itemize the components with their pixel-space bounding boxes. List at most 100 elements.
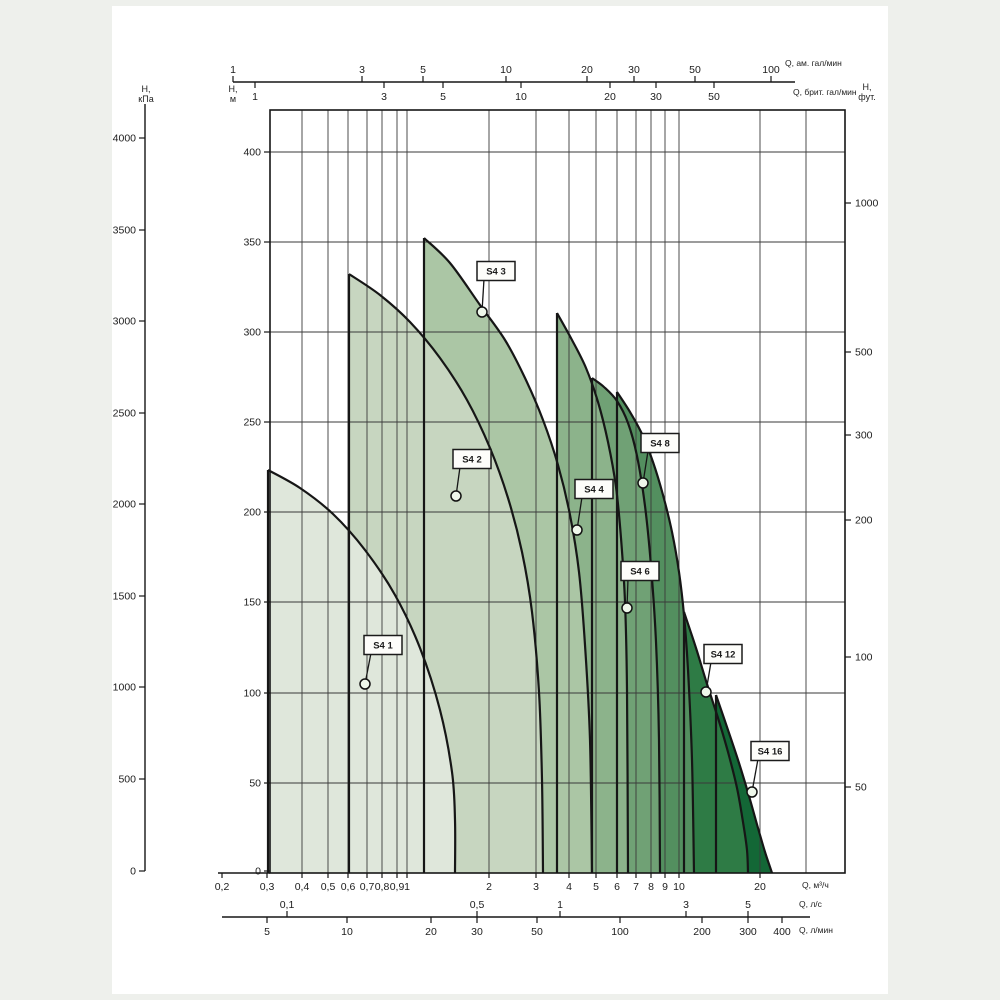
tick-label: 50 (855, 782, 867, 794)
tick-label: 3 (381, 91, 387, 103)
tick-label: 300 (855, 430, 873, 442)
tick-label: 30 (650, 91, 662, 103)
marker-s4-16[interactable] (746, 786, 758, 798)
tick-label: 50 (531, 926, 543, 938)
label-box-s4-16[interactable] (750, 740, 790, 762)
label-box-s4-4[interactable] (574, 478, 614, 500)
label-box-s4-6[interactable] (620, 560, 660, 582)
tick-label: 30 (471, 926, 483, 938)
tick-label: 3 (533, 881, 539, 893)
label-box-s4-2[interactable] (452, 448, 492, 470)
tick-label: 400 (243, 147, 261, 159)
tick-label: 7 (633, 881, 639, 893)
axis-label-head-m: H, м (228, 84, 238, 104)
label-text-s4-8: S4 8 (650, 439, 670, 450)
label-box-s4-3[interactable] (476, 260, 516, 282)
tick-label: 20 (425, 926, 437, 938)
curve-outline (556, 312, 630, 874)
tick-label: 0,5 (470, 899, 485, 911)
tick-label: 0,5 (321, 881, 336, 893)
tick-label: 200 (855, 515, 873, 527)
tick-label: 3500 (113, 225, 137, 237)
marker-s4-3[interactable] (476, 306, 488, 318)
tick-label: 50 (708, 91, 720, 103)
marker-s4-2[interactable] (450, 490, 462, 502)
marker-s4-12[interactable] (700, 686, 712, 698)
tick-label: 100 (243, 688, 261, 700)
tick-label: 0,3 (260, 881, 275, 893)
tick-label: 300 (739, 926, 757, 938)
curve-outline (616, 391, 696, 874)
tick-label: 500 (118, 774, 136, 786)
axis-label-head-ft: H, фут. (858, 82, 876, 102)
tick-label: 5 (440, 91, 446, 103)
axis-label-imp-gpm: Q, брит. гал/мин (793, 87, 857, 97)
curve-outline (591, 377, 662, 874)
tick-label: 3 (683, 899, 689, 911)
tick-label: 50 (689, 64, 701, 76)
tick-label: 1 (404, 881, 410, 893)
tick-label: 4000 (113, 133, 137, 145)
label-text-s4-2: S4 2 (462, 455, 482, 466)
axis-label-lmin: Q, л/мин (799, 925, 833, 935)
tick-label: 1000 (113, 682, 137, 694)
tick-label: 8 (648, 881, 654, 893)
curve-outline (267, 469, 457, 874)
tick-label: 150 (243, 597, 261, 609)
marker-s4-1[interactable] (359, 678, 371, 690)
tick-label: 0,7 (360, 881, 375, 893)
tick-label: 1 (252, 91, 258, 103)
tick-label: 10 (673, 881, 685, 893)
tick-label: 5 (593, 881, 599, 893)
region-s4-1[interactable] (268, 470, 456, 873)
curve-outline (348, 273, 545, 874)
tick-label: 3 (359, 64, 365, 76)
label-text-s4-3: S4 3 (486, 267, 506, 278)
tick-label: 300 (243, 327, 261, 339)
tick-label: 10 (341, 926, 353, 938)
label-box-s4-1[interactable] (363, 634, 403, 656)
tick-label: 4 (566, 881, 572, 893)
marker-s4-6[interactable] (621, 602, 633, 614)
marker-s4-4[interactable] (571, 524, 583, 536)
tick-label: 0 (130, 866, 136, 878)
tick-label: 30 (628, 64, 640, 76)
tick-label: 9 (662, 881, 668, 893)
tick-label: 1000 (855, 198, 879, 210)
axis-label-ls: Q, л/с (799, 899, 822, 909)
plot-frame (269, 109, 846, 874)
tick-label: 350 (243, 237, 261, 249)
tick-label: 1 (230, 64, 236, 76)
tick-label: 3000 (113, 316, 137, 328)
marker-s4-8[interactable] (637, 477, 649, 489)
tick-label: 10 (500, 64, 512, 76)
label-box-s4-8[interactable] (640, 432, 680, 454)
tick-label: 400 (773, 926, 791, 938)
tick-label: 1500 (113, 591, 137, 603)
tick-label: 20 (604, 91, 616, 103)
tick-label: 100 (855, 652, 873, 664)
label-box-s4-12[interactable] (703, 643, 743, 665)
tick-label: 200 (243, 507, 261, 519)
tick-label: 5 (420, 64, 426, 76)
tick-label: 0,6 (341, 881, 356, 893)
curve-outline (682, 611, 750, 874)
tick-label: 2 (486, 881, 492, 893)
tick-label: 0,1 (280, 899, 295, 911)
tick-label: 1 (557, 899, 563, 911)
tick-label: 250 (243, 417, 261, 429)
tick-label: 200 (693, 926, 711, 938)
axis-label-m3h: Q, м³/ч (802, 880, 829, 890)
tick-label: 5 (745, 899, 751, 911)
tick-label: 10 (515, 91, 527, 103)
tick-label: 2000 (113, 499, 137, 511)
curve-outline (423, 237, 594, 874)
tick-label: 100 (611, 926, 629, 938)
axis-label-head-kpa: H, кПа (138, 84, 154, 104)
tick-label: 20 (754, 881, 766, 893)
tick-label: 50 (249, 778, 261, 790)
label-text-s4-4: S4 4 (584, 485, 604, 496)
label-text-s4-16: S4 16 (758, 747, 783, 758)
tick-label: 0,9 (390, 881, 405, 893)
